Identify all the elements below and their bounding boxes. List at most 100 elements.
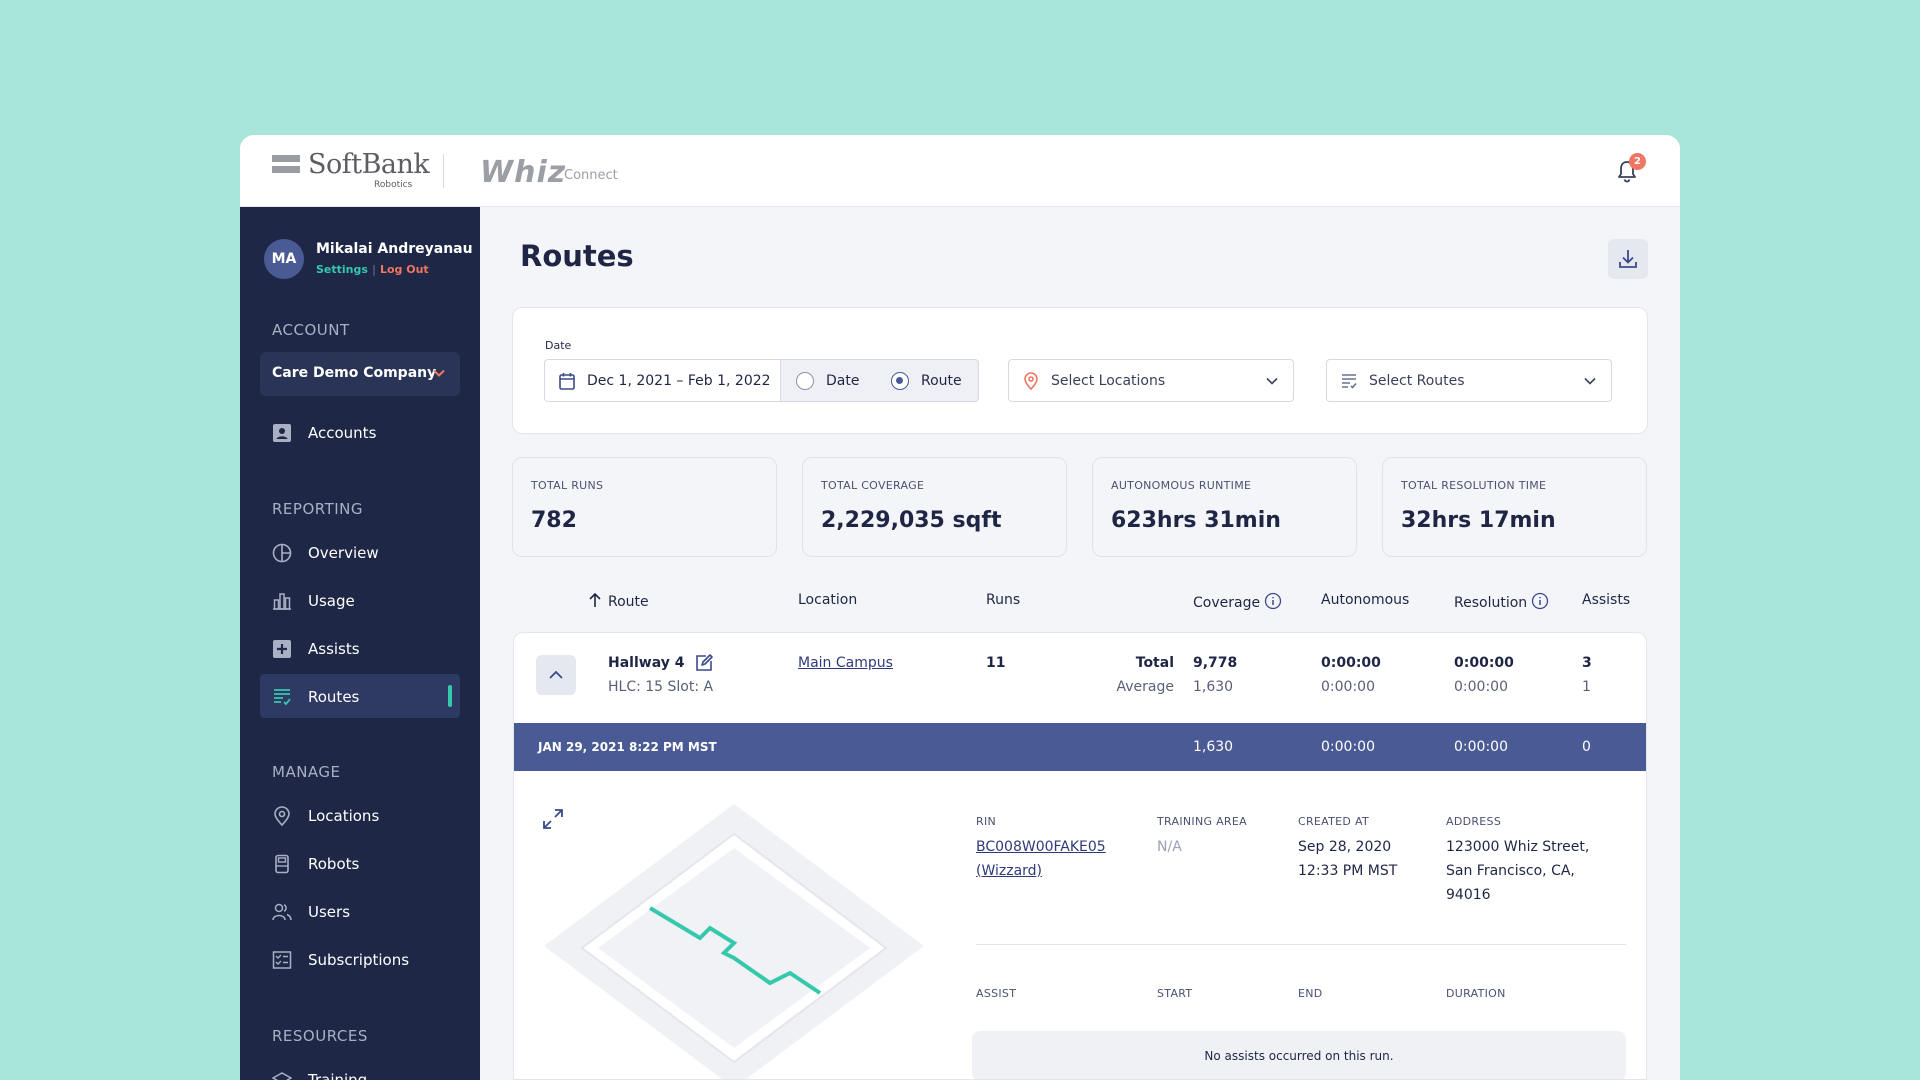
whiz-logo-subtext: Connect <box>564 168 618 183</box>
run-row[interactable]: JAN 29, 2021 8:22 PM MST 1,630 0:00:00 0… <box>514 723 1646 771</box>
stat-label: TOTAL RUNS <box>531 479 604 492</box>
address-value: 123000 Whiz Street, San Francisco, CA, 9… <box>1446 835 1589 907</box>
created-at-value: Sep 28, 2020 12:33 PM MST <box>1298 835 1397 883</box>
user-links: Settings | Log Out <box>316 263 429 276</box>
location-link[interactable]: Main Campus <box>798 655 893 671</box>
collapse-row-button[interactable] <box>536 655 576 695</box>
sidebar-item-overview[interactable]: Overview <box>260 530 460 574</box>
resolution-average: 0:00:00 <box>1454 679 1508 695</box>
main-content: Routes Date Dec 1, 2021 – Feb 1, 2022 Da… <box>480 207 1680 1080</box>
sidebar-item-label: Users <box>308 903 351 921</box>
bar-chart-icon <box>273 593 291 610</box>
route-table-card: Hallway 4 HLC: 15 Slot: A Main Campus 11… <box>513 632 1647 1080</box>
softbank-logo-mark <box>272 155 300 177</box>
column-header-route[interactable]: Route <box>588 592 649 610</box>
calendar-icon <box>559 373 575 390</box>
expand-icon[interactable] <box>542 808 564 830</box>
created-time: 12:33 PM MST <box>1298 863 1398 879</box>
download-button[interactable] <box>1608 239 1648 279</box>
sidebar-item-accounts[interactable]: Accounts <box>260 410 460 454</box>
address-line-1: 123000 Whiz Street, <box>1446 839 1590 855</box>
user-name: Mikalai Andreyanau <box>316 241 473 257</box>
sidebar-item-robots[interactable]: Robots <box>260 841 460 885</box>
rin-label: RIN <box>976 815 997 828</box>
divider <box>976 944 1626 945</box>
sidebar-item-label: Routes <box>308 688 360 706</box>
settings-link[interactable]: Settings <box>316 263 368 276</box>
section-heading-manage: MANAGE <box>272 763 341 781</box>
rin-robot-name: (Wizzard) <box>976 863 1043 879</box>
sidebar-item-locations[interactable]: Locations <box>260 793 460 837</box>
rin-link[interactable]: BC008W00FAKE05 (Wizzard) <box>976 835 1106 883</box>
logout-link[interactable]: Log Out <box>379 263 429 276</box>
assists-average: 1 <box>1582 679 1591 695</box>
date-range-picker[interactable]: Dec 1, 2021 – Feb 1, 2022 <box>544 359 780 402</box>
sidebar: MA Mikalai Andreyanau Settings | Log Out A… <box>240 207 480 1080</box>
resolution-total: 0:00:00 <box>1454 655 1514 671</box>
notifications-button[interactable]: 2 <box>1614 153 1646 185</box>
training-area-value: N/A <box>1157 839 1182 855</box>
coverage-total: 9,778 <box>1193 655 1238 671</box>
run-timestamp: JAN 29, 2021 8:22 PM MST <box>538 740 717 754</box>
radio-circle <box>891 372 909 390</box>
sidebar-item-label: Accounts <box>308 424 377 442</box>
radio-label: Date <box>826 373 860 389</box>
avatar: MA <box>264 239 304 279</box>
column-header-resolution[interactable]: Resolution <box>1454 592 1549 611</box>
column-header-label: Resolution <box>1454 595 1528 611</box>
routes-list-icon <box>1342 374 1357 389</box>
start-column-header: START <box>1157 987 1193 1000</box>
edit-icon[interactable] <box>694 653 714 673</box>
routes-dropdown[interactable]: Select Routes <box>1326 359 1612 402</box>
empty-assists-message: No assists occurred on this run. <box>972 1031 1626 1079</box>
column-header-assists[interactable]: Assists <box>1582 592 1631 608</box>
runs-count: 11 <box>986 655 1006 671</box>
run-assists: 0 <box>1582 739 1591 755</box>
average-label: Average <box>1116 679 1175 695</box>
info-icon[interactable] <box>1264 592 1282 610</box>
info-icon[interactable] <box>1531 592 1549 610</box>
stat-total-resolution-time: TOTAL RESOLUTION TIME 32hrs 17min <box>1382 457 1647 557</box>
sidebar-item-usage[interactable]: Usage <box>260 578 460 622</box>
radio-label: Route <box>921 373 962 389</box>
empty-assists-text: No assists occurred on this run. <box>1204 1049 1394 1063</box>
page-title: Routes <box>520 239 634 273</box>
chevron-down-icon <box>1584 377 1596 385</box>
date-filter-label: Date <box>545 339 572 352</box>
date-route-toggle: Date Route <box>780 359 979 402</box>
created-date: Sep 28, 2020 <box>1298 839 1392 855</box>
account-selector[interactable]: Care Demo Company <box>260 352 460 396</box>
address-line-3: 94016 <box>1446 887 1491 903</box>
chevron-down-icon <box>1266 377 1278 385</box>
whiz-logo: Whiz <box>480 155 567 190</box>
date-range-value: Dec 1, 2021 – Feb 1, 2022 <box>587 373 771 389</box>
stat-autonomous-runtime: AUTONOMOUS RUNTIME 623hrs 31min <box>1092 457 1357 557</box>
column-header-autonomous[interactable]: Autonomous <box>1321 592 1410 608</box>
column-header-coverage[interactable]: Coverage <box>1193 592 1282 611</box>
app-window: SoftBank Robotics Whiz Connect 2 MA Mika… <box>240 135 1680 1080</box>
address-line-2: San Francisco, CA, <box>1446 863 1575 879</box>
sidebar-item-subscriptions[interactable]: Subscriptions <box>260 937 460 981</box>
users-icon <box>272 903 292 921</box>
rin-value: BC008W00FAKE05 <box>976 839 1106 855</box>
autonomous-total: 0:00:00 <box>1321 655 1381 671</box>
sidebar-item-label: Usage <box>308 592 355 610</box>
coverage-average: 1,630 <box>1193 679 1234 695</box>
run-resolution: 0:00:00 <box>1454 739 1508 755</box>
column-header-label: Route <box>608 594 649 610</box>
sidebar-item-routes[interactable]: Routes <box>260 674 460 718</box>
column-header-runs[interactable]: Runs <box>986 592 1021 608</box>
sidebar-item-users[interactable]: Users <box>260 889 460 933</box>
autonomous-average: 0:00:00 <box>1321 679 1375 695</box>
softbank-logo-subtext: Robotics <box>374 180 413 190</box>
sidebar-item-training[interactable]: Training <box>260 1057 460 1080</box>
locations-dropdown[interactable]: Select Locations <box>1008 359 1294 402</box>
training-area-label: TRAINING AREA <box>1157 815 1247 828</box>
sidebar-item-assists[interactable]: Assists <box>260 626 460 670</box>
stat-value: 32hrs 17min <box>1401 508 1556 533</box>
section-heading-resources: RESOURCES <box>272 1027 368 1045</box>
column-header-location[interactable]: Location <box>798 592 858 608</box>
pie-chart-icon <box>272 543 292 563</box>
stat-value: 2,229,035 sqft <box>821 508 1002 533</box>
locations-placeholder: Select Locations <box>1051 373 1166 389</box>
